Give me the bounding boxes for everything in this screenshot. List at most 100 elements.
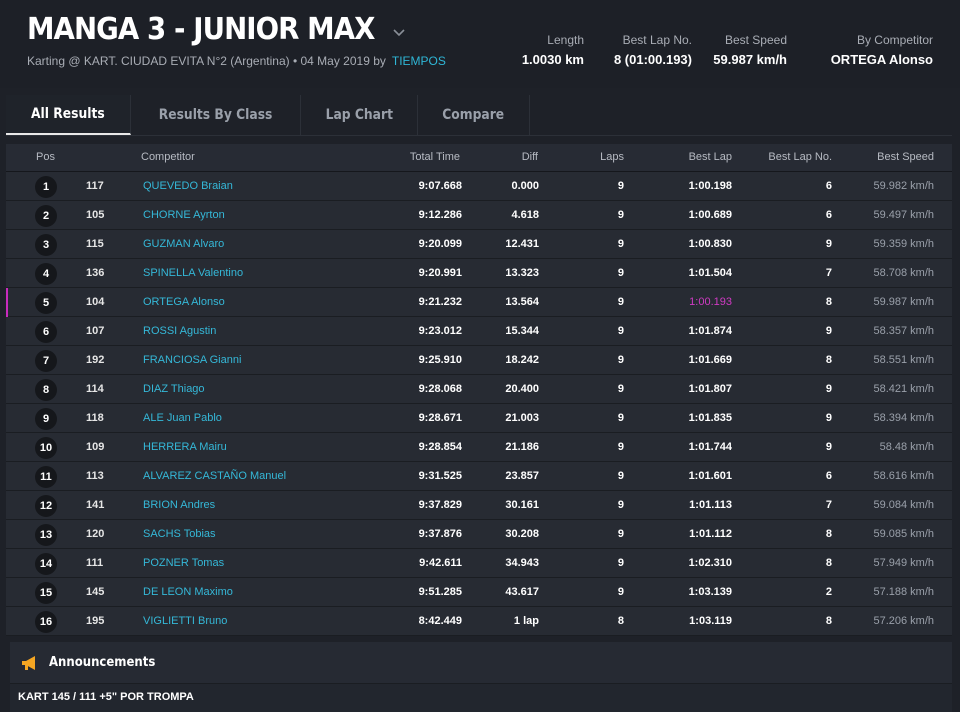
laps-value: 9 xyxy=(617,180,624,192)
best-speed-value: 57.949 km/h xyxy=(873,557,934,569)
diff-value: 13.323 xyxy=(505,267,539,279)
tab-lap-chart[interactable]: Lap Chart xyxy=(301,95,419,135)
competitor-link[interactable]: CHORNE Ayrton xyxy=(143,209,225,221)
table-row[interactable]: 15 145 DE LEON Maximo 9:51.285 43.617 9 1:03.1… xyxy=(6,578,952,607)
kart-number: 141 xyxy=(86,499,105,511)
best-lap-value: 1:01.669 xyxy=(688,354,732,366)
table-body: 1 117 QUEVEDO Braian 9:07.668 0.000 9 1:00.198… xyxy=(6,172,952,636)
table-row[interactable]: 1 117 QUEVEDO Braian 9:07.668 0.000 9 1:00.198… xyxy=(6,172,952,201)
laps-value: 8 xyxy=(617,615,624,627)
competitor-link[interactable]: VIGLIETTI Bruno xyxy=(143,615,228,627)
kart-number: 105 xyxy=(86,209,105,221)
diff-value: 4.618 xyxy=(511,209,539,221)
competitor-link[interactable]: QUEVEDO Braian xyxy=(143,180,233,192)
table-row[interactable]: 16 195 VIGLIETTI Bruno 8:42.449 1 lap 8 1:03.1… xyxy=(6,607,952,636)
header-diff[interactable]: Diff xyxy=(521,151,538,163)
competitor-link[interactable]: ALE Juan Pablo xyxy=(143,412,222,424)
competitor-link[interactable]: ALVAREZ CASTAÑO Manuel xyxy=(143,470,287,482)
header-total-time[interactable]: Total Time xyxy=(409,151,460,163)
laps-value: 9 xyxy=(617,209,624,221)
best-lap-value: 1:00.830 xyxy=(688,238,732,250)
position-badge: 16 xyxy=(35,611,57,633)
table-row[interactable]: 11 113 ALVAREZ CASTAÑO Manuel 9:31.525 23.85… xyxy=(6,462,952,491)
best-speed-value: 58.394 km/h xyxy=(873,412,934,424)
laps-value: 9 xyxy=(617,499,624,511)
total-time: 9:37.829 xyxy=(418,499,462,511)
announcements-title: Announcements xyxy=(49,655,156,670)
table-row[interactable]: 10 109 HERRERA Mairu 9:28.854 21.186 9 1:01.74… xyxy=(6,433,952,462)
megaphone-icon xyxy=(22,656,35,670)
table-row[interactable]: 12 141 BRION Andres 9:37.829 30.161 9 1:01.113… xyxy=(6,491,952,520)
best-lap-value: 1:01.504 xyxy=(688,267,732,279)
table-row[interactable]: 8 114 DIAZ Thiago 9:28.068 20.400 9 1:01.807 9 5… xyxy=(6,375,952,404)
best-lap-value: 1:02.310 xyxy=(688,557,732,569)
tab-results-by-class[interactable]: Results By Class xyxy=(131,95,301,135)
source-link[interactable]: TIEMPOS xyxy=(391,54,446,68)
kart-number: 117 xyxy=(86,180,104,192)
tab-compare[interactable]: Compare xyxy=(418,95,530,135)
table-row[interactable]: 2 105 CHORNE Ayrton 9:12.286 4.618 9 1:00.689 6… xyxy=(6,201,952,230)
kart-number: 145 xyxy=(86,586,105,598)
table-row[interactable]: 14 111 POZNER Tomas 9:42.611 34.943 9 1:02.310… xyxy=(6,549,952,578)
total-time: 9:21.232 xyxy=(418,296,462,308)
stat-value: 8 (01:00.193) xyxy=(613,52,692,67)
position-badge: 6 xyxy=(35,321,57,343)
competitor-link[interactable]: DIAZ Thiago xyxy=(143,383,205,395)
total-time: 9:07.668 xyxy=(418,180,462,192)
table-row[interactable]: 4 136 SPINELLA Valentino 9:20.991 13.323 9 1:0… xyxy=(6,259,952,288)
best-lap-no-value: 8 xyxy=(825,296,832,308)
competitor-link[interactable]: SACHS Tobias xyxy=(143,528,216,540)
total-time: 9:20.099 xyxy=(418,238,462,250)
competitor-link[interactable]: ROSSI Agustin xyxy=(143,325,217,337)
best-lap-value: 1:01.744 xyxy=(688,441,732,453)
best-lap-value: 1:01.112 xyxy=(689,528,732,540)
position-badge: 9 xyxy=(35,408,57,430)
best-speed-value: 58.357 km/h xyxy=(873,325,934,337)
competitor-link[interactable]: DE LEON Maximo xyxy=(143,586,233,598)
event-header: MANGA 3 - JUNIOR MAX Karting @ KART. CIU… xyxy=(0,0,960,88)
best-speed-value: 59.084 km/h xyxy=(873,499,934,511)
laps-value: 9 xyxy=(617,412,624,424)
total-time: 9:25.910 xyxy=(418,354,462,366)
competitor-link[interactable]: ORTEGA Alonso xyxy=(143,296,225,308)
laps-value: 9 xyxy=(617,557,624,569)
total-time: 9:28.671 xyxy=(418,412,462,424)
competitor-link[interactable]: BRION Andres xyxy=(143,499,216,511)
event-subtitle: Karting @ KART. CIUDAD EVITA N°2 (Argent… xyxy=(27,54,446,68)
table-row[interactable]: 6 107 ROSSI Agustin 9:23.012 15.344 9 1:01.874… xyxy=(6,317,952,346)
tab-all-results[interactable]: All Results xyxy=(6,95,131,135)
table-row[interactable]: 13 120 SACHS Tobias 9:37.876 30.208 9 1:01.112… xyxy=(6,520,952,549)
competitor-link[interactable]: SPINELLA Valentino xyxy=(143,267,244,279)
table-row[interactable]: 7 192 FRANCIOSA Gianni 9:25.910 18.242 9 1:01.… xyxy=(6,346,952,375)
competitor-link[interactable]: GUZMAN Alvaro xyxy=(143,238,225,250)
announcements-header[interactable]: Announcements xyxy=(10,642,952,684)
header-laps[interactable]: Laps xyxy=(600,151,624,163)
best-speed-value: 57.188 km/h xyxy=(873,586,934,598)
competitor-link[interactable]: HERRERA Mairu xyxy=(143,441,227,453)
table-row[interactable]: 3 115 GUZMAN Alvaro 9:20.099 12.431 9 1:00.830… xyxy=(6,230,952,259)
stat-label: Best Speed xyxy=(724,33,787,47)
best-lap-no-value: 9 xyxy=(825,383,832,395)
competitor-link[interactable]: POZNER Tomas xyxy=(143,557,225,569)
laps-value: 9 xyxy=(617,441,624,453)
stat-length: Length 1.0030 km xyxy=(522,33,584,67)
best-lap-no-value: 8 xyxy=(825,528,832,540)
best-speed-value: 57.206 km/h xyxy=(873,615,934,627)
header-best-lap[interactable]: Best Lap xyxy=(688,151,732,163)
best-lap-no-value: 6 xyxy=(825,209,832,221)
announcement-text: KART 145 / 111 +5" POR TROMPA xyxy=(18,691,194,703)
position-badge: 2 xyxy=(35,205,57,227)
header-competitor[interactable]: Competitor xyxy=(141,151,195,163)
total-time: 9:20.991 xyxy=(418,267,462,279)
best-lap-value: 1:00.689 xyxy=(688,209,732,221)
table-row[interactable]: 9 118 ALE Juan Pablo 9:28.671 21.003 9 1:01.83… xyxy=(6,404,952,433)
competitor-link[interactable]: FRANCIOSA Gianni xyxy=(143,354,242,366)
header-pos[interactable]: Pos xyxy=(36,151,55,163)
stat-label: By Competitor xyxy=(856,33,933,47)
header-best-lap-no[interactable]: Best Lap No. xyxy=(768,151,832,163)
chevron-down-icon[interactable] xyxy=(391,24,407,40)
table-row[interactable]: 5 104 ORTEGA Alonso 9:21.232 13.564 9 1:00.193… xyxy=(6,288,952,317)
header-best-speed[interactable]: Best Speed xyxy=(877,151,934,163)
page-title: MANGA 3 - JUNIOR MAX xyxy=(27,12,375,47)
best-lap-value: 1:01.807 xyxy=(688,383,732,395)
